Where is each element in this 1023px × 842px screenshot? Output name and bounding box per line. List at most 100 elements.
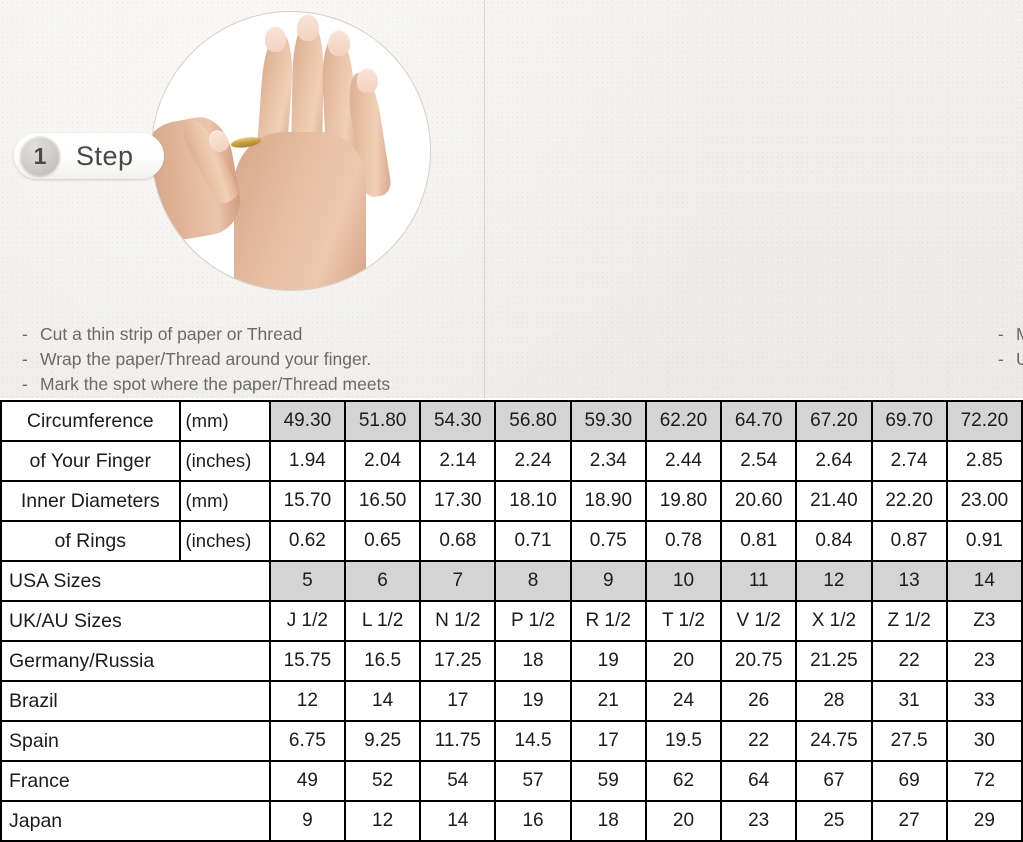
table-row: France 49 52 54 57 59 62 64 67 69 72 [0, 760, 1023, 802]
table-row: of Your Finger (inches) 1.94 2.04 2.14 2.24 2.… [0, 440, 1023, 482]
table-cell: 29 [945, 800, 1023, 842]
instruction-line: - Measure the length of the thread with y… [998, 322, 1023, 347]
table-row: of Rings (inches) 0.62 0.65 0.68 0.71 0.75 0.78… [0, 520, 1023, 562]
table-cell: 30 [945, 720, 1023, 762]
instruction-text: Cut a thin strip of paper or Thread [40, 324, 303, 344]
table-cell: 0.87 [870, 520, 948, 562]
row-label: Brazil [0, 680, 271, 722]
table-row: UK/AU Sizes J 1/2 L 1/2 N 1/2 P 1/2 R 1/2 T 1/… [0, 600, 1023, 642]
table-cell: 21 [569, 680, 647, 722]
table-cell: L 1/2 [343, 600, 422, 642]
table-cell: 0.65 [343, 520, 422, 562]
table-cell: 6 [343, 560, 422, 602]
table-cell: 59.30 [569, 400, 647, 442]
table-cell: 25 [795, 800, 873, 842]
table-cell: 7 [419, 560, 497, 602]
table-cell: 64.70 [720, 400, 798, 442]
table-cell: 52 [343, 760, 422, 802]
row-label: Germany/Russia [0, 640, 271, 682]
step-1-panel: 1 Step - Cut a thin strip of paper or Thr… [0, 0, 484, 398]
hand-with-ring-photo [152, 12, 430, 290]
table-cell: 23 [720, 800, 798, 842]
table-cell: 51.80 [343, 400, 422, 442]
table-cell: 17.25 [419, 640, 497, 682]
table-cell: 12 [268, 680, 346, 722]
table-cell: 0.78 [644, 520, 723, 562]
table-cell: 1.94 [268, 440, 346, 482]
table-cell: 59 [569, 760, 647, 802]
table-cell: 9 [268, 800, 346, 842]
instruction-line: - Mark the spot where the paper/Thread me… [22, 372, 390, 397]
table-row: Brazil 12 14 17 19 21 24 26 28 31 33 [0, 680, 1023, 722]
table-cell: 19.80 [644, 480, 723, 522]
table-cell: 5 [268, 560, 346, 602]
table-cell: 17 [419, 680, 497, 722]
instruction-text: Use the following chart to determine you… [1016, 349, 1023, 369]
row-label: Inner Diameters [0, 480, 181, 522]
table-cell: 16 [494, 800, 572, 842]
table-cell: 18 [494, 640, 572, 682]
table-cell: 19.5 [644, 720, 723, 762]
table-cell: 23.00 [945, 480, 1023, 522]
table-cell: 23 [945, 640, 1023, 682]
panel-divider [484, 0, 485, 398]
row-unit: (mm) [178, 480, 271, 522]
step-1-number: 1 [20, 136, 60, 176]
row-label: Japan [0, 800, 271, 842]
step-1-instructions: - Cut a thin strip of paper or Thread - Wr… [22, 322, 390, 397]
table-cell: 2.34 [569, 440, 647, 482]
table-cell: 6.75 [268, 720, 346, 762]
table-cell: 69.70 [870, 400, 948, 442]
table-cell: 26 [720, 680, 798, 722]
table-cell: 17 [569, 720, 647, 762]
instruction-text: Wrap the paper/Thread around your finger… [40, 349, 372, 369]
instruction-text: Mark the spot where the paper/Thread mee… [40, 374, 391, 394]
table-cell: Z 1/2 [870, 600, 948, 642]
instruction-line: - Wrap the paper/Thread around your finge… [22, 347, 390, 372]
row-unit: (mm) [178, 400, 271, 442]
step-1-label: Step [76, 140, 134, 171]
hand-illustration [152, 12, 430, 290]
table-cell: V 1/2 [720, 600, 798, 642]
row-label: USA Sizes [0, 560, 271, 602]
table-cell: 14 [419, 800, 497, 842]
table-cell: P 1/2 [494, 600, 572, 642]
dash-bullet: - [22, 349, 28, 369]
dash-bullet: - [998, 324, 1004, 344]
steps-area: 1 Step - Cut a thin strip of paper or Thr… [0, 0, 1023, 398]
table-cell: 49.30 [268, 400, 346, 442]
table-cell: 62 [644, 760, 723, 802]
table-cell: 2.64 [795, 440, 873, 482]
table-cell: 11.75 [419, 720, 497, 762]
table-row: Inner Diameters (mm) 15.70 16.50 17.30 18.10 1… [0, 480, 1023, 522]
table-cell: 2.74 [870, 440, 948, 482]
row-label: Circumference [0, 400, 181, 442]
table-cell: 21.40 [795, 480, 873, 522]
table-cell: 0.68 [419, 520, 497, 562]
table-cell: 54.30 [419, 400, 497, 442]
table-cell: 56.80 [494, 400, 572, 442]
table-cell: 0.75 [569, 520, 647, 562]
table-cell: 16.5 [343, 640, 422, 682]
table-cell: 19 [494, 680, 572, 722]
table-cell: 20.60 [720, 480, 798, 522]
table-cell: 31 [870, 680, 948, 722]
table-cell: 21.25 [795, 640, 873, 682]
table-cell: 2.85 [945, 440, 1023, 482]
table-cell: 57 [494, 760, 572, 802]
table-cell: 12 [795, 560, 873, 602]
row-label: UK/AU Sizes [0, 600, 271, 642]
table-cell: 15.70 [268, 480, 346, 522]
table-cell: 2.54 [720, 440, 798, 482]
table-cell: 8 [494, 560, 572, 602]
table-cell: 67.20 [795, 400, 873, 442]
table-cell: 20 [644, 640, 723, 682]
dash-bullet: - [998, 349, 1004, 369]
table-cell: 20 [644, 800, 723, 842]
table-cell: 9 [569, 560, 647, 602]
table-row: Germany/Russia 15.75 16.5 17.25 18 19 20 20.75 2… [0, 640, 1023, 682]
table-cell: 72.20 [945, 400, 1023, 442]
table-cell: 20.75 [720, 640, 798, 682]
table-cell: 11 [720, 560, 798, 602]
step-1-badge: 1 Step [14, 133, 164, 179]
